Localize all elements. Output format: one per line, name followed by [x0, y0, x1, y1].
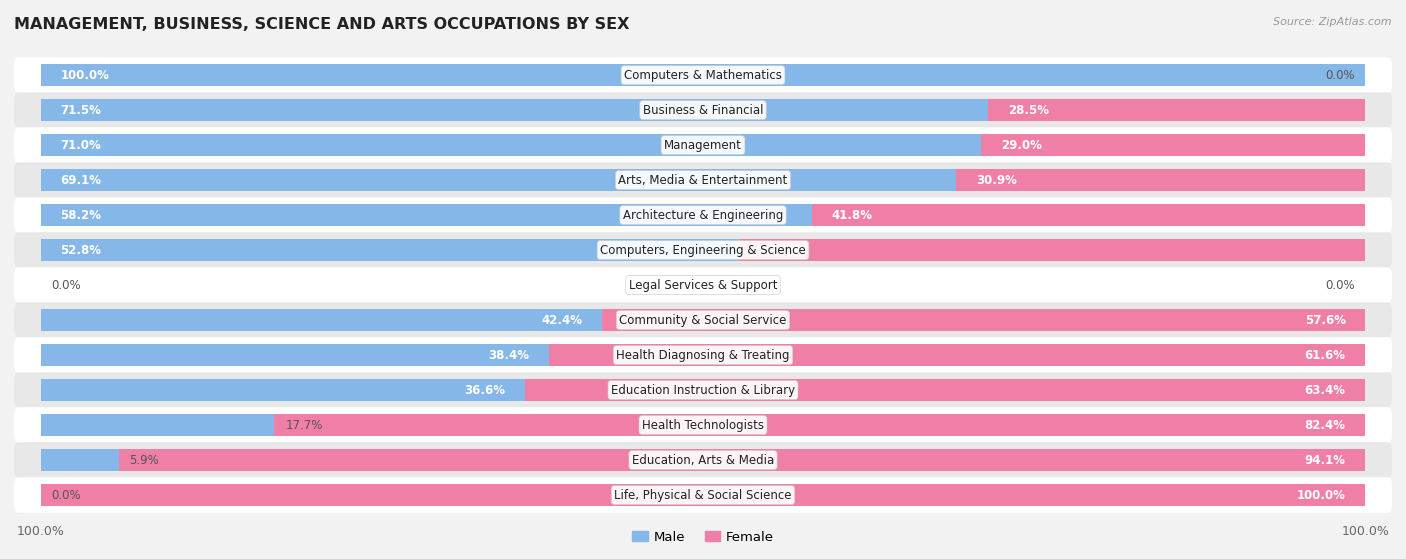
Text: Education Instruction & Library: Education Instruction & Library — [612, 383, 794, 396]
Text: 100.0%: 100.0% — [1296, 489, 1346, 501]
Text: 71.5%: 71.5% — [60, 103, 101, 117]
FancyBboxPatch shape — [14, 197, 1392, 233]
Text: 29.0%: 29.0% — [1001, 139, 1042, 151]
Text: Computers & Mathematics: Computers & Mathematics — [624, 69, 782, 82]
FancyBboxPatch shape — [14, 267, 1392, 303]
FancyBboxPatch shape — [14, 407, 1392, 443]
Text: 17.7%: 17.7% — [285, 419, 323, 432]
Text: 94.1%: 94.1% — [1305, 453, 1346, 467]
Text: 82.4%: 82.4% — [1305, 419, 1346, 432]
FancyBboxPatch shape — [14, 302, 1392, 338]
Bar — [41, 239, 740, 261]
Text: Business & Financial: Business & Financial — [643, 103, 763, 117]
FancyBboxPatch shape — [14, 337, 1392, 373]
Text: MANAGEMENT, BUSINESS, SCIENCE AND ARTS OCCUPATIONS BY SEX: MANAGEMENT, BUSINESS, SCIENCE AND ARTS O… — [14, 17, 630, 32]
Text: 38.4%: 38.4% — [488, 349, 530, 362]
Bar — [41, 449, 118, 471]
Text: 63.4%: 63.4% — [1305, 383, 1346, 396]
Bar — [41, 309, 602, 331]
Bar — [988, 100, 1365, 121]
Text: 52.8%: 52.8% — [60, 244, 101, 257]
Text: 0.0%: 0.0% — [51, 278, 80, 292]
Bar — [41, 344, 550, 366]
Text: 41.8%: 41.8% — [831, 209, 873, 221]
Bar — [811, 204, 1365, 226]
Text: Source: ZipAtlas.com: Source: ZipAtlas.com — [1274, 17, 1392, 27]
FancyBboxPatch shape — [14, 162, 1392, 198]
Bar — [956, 169, 1365, 191]
Bar — [602, 309, 1365, 331]
Text: 36.6%: 36.6% — [464, 383, 506, 396]
FancyBboxPatch shape — [14, 58, 1392, 93]
Text: 69.1%: 69.1% — [60, 174, 101, 187]
FancyBboxPatch shape — [14, 477, 1392, 513]
Bar — [41, 64, 1365, 86]
Text: 100.0%: 100.0% — [60, 69, 110, 82]
FancyBboxPatch shape — [14, 232, 1392, 268]
Bar — [526, 379, 1365, 401]
Bar — [41, 100, 988, 121]
Text: 28.5%: 28.5% — [1008, 103, 1049, 117]
Legend: Male, Female: Male, Female — [627, 525, 779, 549]
Text: 0.0%: 0.0% — [51, 489, 80, 501]
Bar — [41, 414, 276, 436]
Text: 47.2%: 47.2% — [761, 244, 801, 257]
Bar — [41, 169, 956, 191]
FancyBboxPatch shape — [14, 127, 1392, 163]
Text: 71.0%: 71.0% — [60, 139, 101, 151]
Bar — [41, 204, 811, 226]
Text: 30.9%: 30.9% — [976, 174, 1017, 187]
FancyBboxPatch shape — [14, 372, 1392, 408]
Text: 0.0%: 0.0% — [1326, 69, 1355, 82]
Bar — [41, 379, 526, 401]
Text: Legal Services & Support: Legal Services & Support — [628, 278, 778, 292]
Text: 58.2%: 58.2% — [60, 209, 101, 221]
Bar — [274, 414, 1365, 436]
Text: 0.0%: 0.0% — [1326, 278, 1355, 292]
Text: Life, Physical & Social Science: Life, Physical & Social Science — [614, 489, 792, 501]
Text: 5.9%: 5.9% — [129, 453, 159, 467]
Text: Health Technologists: Health Technologists — [643, 419, 763, 432]
Text: Architecture & Engineering: Architecture & Engineering — [623, 209, 783, 221]
Bar — [740, 239, 1365, 261]
FancyBboxPatch shape — [14, 92, 1392, 128]
Bar — [41, 134, 981, 156]
Text: Community & Social Service: Community & Social Service — [619, 314, 787, 326]
Bar — [118, 449, 1365, 471]
Bar — [41, 484, 1365, 506]
FancyBboxPatch shape — [14, 442, 1392, 478]
Text: 42.4%: 42.4% — [541, 314, 582, 326]
Text: Health Diagnosing & Treating: Health Diagnosing & Treating — [616, 349, 790, 362]
Bar — [550, 344, 1365, 366]
Text: Computers, Engineering & Science: Computers, Engineering & Science — [600, 244, 806, 257]
Text: 57.6%: 57.6% — [1305, 314, 1346, 326]
Text: Education, Arts & Media: Education, Arts & Media — [631, 453, 775, 467]
Text: 61.6%: 61.6% — [1305, 349, 1346, 362]
Bar — [981, 134, 1365, 156]
Text: Management: Management — [664, 139, 742, 151]
Text: Arts, Media & Entertainment: Arts, Media & Entertainment — [619, 174, 787, 187]
